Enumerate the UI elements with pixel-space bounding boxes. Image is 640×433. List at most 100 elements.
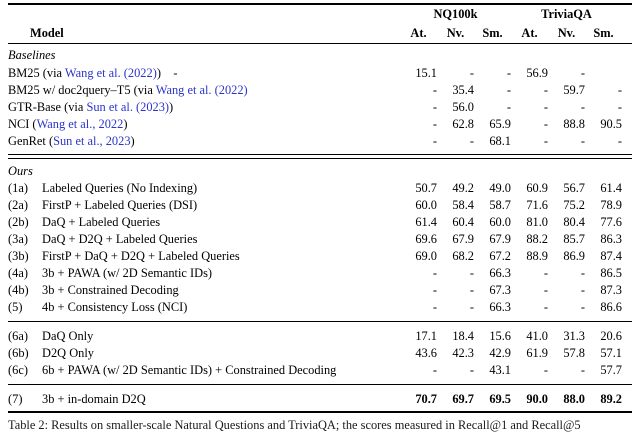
row-number: (6c) (8, 362, 28, 377)
metric-value: 57.7 (600, 362, 622, 377)
header-rule (8, 43, 632, 45)
model-label-text: ) (169, 100, 174, 115)
model-label: BM25 (via Wang et al. (2022)) - (8, 65, 400, 82)
metric-value: 60.4 (452, 214, 474, 229)
model-label: BM25 w/ doc2query–T5 (via Wang et al. (2… (8, 82, 400, 99)
metric-value: 20.6 (600, 328, 622, 343)
table-row: (5) 4b + Consistency Loss (NCI) - -66.3- -86… (8, 299, 632, 316)
citation-link[interactable]: Wang et al., 2022 (36, 117, 124, 132)
metric-value: 15.1 (415, 66, 437, 81)
table-row: (2b) DaQ + Labeled Queries 61.4 60.4 60.0 81.… (8, 214, 632, 231)
metric-value: 56.7 (563, 180, 585, 195)
metric-value: 85.7 (563, 231, 585, 246)
metric-column-headers: At. Nv. Sm. At. Nv. Sm. (400, 24, 622, 43)
row-number: (6a) (8, 328, 28, 343)
section-heading: Ours (8, 163, 632, 180)
metric-value: - (432, 282, 437, 297)
metric-value: 35.4 (452, 83, 474, 98)
metric-column-header: Nv. (446, 26, 465, 40)
model-column-header: Model (30, 26, 64, 40)
row-number: (6b) (8, 345, 29, 360)
table-row: (4b) 3b + Constrained Decoding - -67.3- -87.… (8, 282, 632, 299)
metric-value: 66.3 (489, 299, 511, 314)
paper-page: NQ100k TriviaQA Model At. Nv. Sm. At. Nv. Sm.… (0, 3, 640, 432)
metric-value: 57.8 (563, 345, 585, 360)
metric-value: - (506, 83, 511, 98)
metric-value: 58.7 (489, 197, 511, 212)
model-label-text: 4b + Consistency Loss (NCI) (42, 299, 188, 314)
table-row: (2a) FirstP + Labeled Queries (DSI) 60.0 58… (8, 197, 632, 214)
metric-value: 87.3 (600, 282, 622, 297)
metric-value: 87.4 (600, 248, 622, 263)
metric-value: 41.0 (526, 328, 548, 343)
metric-value: 86.3 (600, 231, 622, 246)
metric-value: 89.2 (600, 392, 622, 407)
table-row: (7) 3b + in-domain D2Q 70.7 69.7 69.5 90.0 88.… (8, 391, 632, 408)
table-row: BM25 w/ doc2query–T5 (via Wang et al. (2… (8, 82, 632, 99)
model-label-text: 3b + PAWA (w/ 2D Semantic IDs) (42, 265, 213, 280)
metric-value: - (617, 100, 622, 115)
section-rule (8, 411, 632, 414)
metric-value: - (543, 83, 548, 98)
metric-value: 88.2 (526, 231, 548, 246)
model-label-text: GenRet ( (8, 134, 54, 149)
model-label-text: BM25 w/ doc2query–T5 (via (8, 83, 156, 98)
metric-value: 69.7 (452, 392, 474, 407)
metric-value: 59.7 (563, 83, 585, 98)
model-label: NCI (Wang et al., 2022) (8, 116, 400, 133)
row-number: (7) (8, 392, 23, 407)
model-label: Labeled Queries (No Indexing) (42, 180, 400, 197)
metric-value: - (543, 362, 548, 377)
row-number: (3b) (8, 248, 29, 263)
row-number: (1a) (8, 180, 28, 195)
metric-value: 66.3 (489, 265, 511, 280)
metric-value: 58.4 (452, 197, 474, 212)
metric-value: 68.2 (452, 248, 474, 263)
metric-value: - (543, 299, 548, 314)
metric-column-header: At. (521, 26, 538, 40)
metric-value: 42.9 (489, 345, 511, 360)
table-row: (3b) FirstP + DaQ + D2Q + Labeled Queries… (8, 248, 632, 265)
model-label: 3b + in-domain D2Q (42, 391, 400, 408)
metric-value: 49.2 (452, 180, 474, 195)
row-number: (5) (8, 299, 23, 314)
metric-value: 77.6 (600, 214, 622, 229)
table-top-rule (8, 3, 632, 5)
model-label: 4b + Consistency Loss (NCI) (42, 299, 400, 316)
metric-value: - (580, 265, 585, 280)
model-label-text: GTR-Base (via (8, 100, 87, 115)
results-table: NQ100k TriviaQA Model At. Nv. Sm. At. Nv. Sm.… (8, 3, 632, 414)
model-label-text: NCI ( (8, 117, 37, 132)
metric-value: 86.6 (600, 299, 622, 314)
metric-value: 42.3 (452, 345, 474, 360)
metric-value: - (469, 299, 474, 314)
metric-value: - (432, 100, 437, 115)
metric-value: - (432, 299, 437, 314)
model-label: GTR-Base (via Sun et al. (2023)) (8, 99, 400, 116)
metric-column-header: Sm. (593, 26, 614, 40)
row-number: (2a) (8, 197, 28, 212)
metric-value: 17.1 (415, 328, 437, 343)
section-rule (8, 320, 632, 322)
table-row: NCI (Wang et al., 2022) -62.8 65.9-88.8 90.… (8, 116, 632, 133)
metric-value: - (432, 134, 437, 149)
metric-value: 80.4 (563, 214, 585, 229)
citation-link[interactable]: Sun et al., 2023 (53, 134, 131, 149)
row-number: (3a) (8, 231, 28, 246)
metric-value: 88.9 (526, 248, 548, 263)
model-label: FirstP + DaQ + D2Q + Labeled Queries (42, 248, 400, 265)
model-label-text: BM25 (via (8, 66, 65, 81)
metric-value: 86.9 (563, 248, 585, 263)
citation-link[interactable]: Sun et al. (2023) (86, 100, 170, 115)
citation-link[interactable]: Wang et al. (2022) (155, 83, 248, 98)
metric-value: 78.9 (600, 197, 622, 212)
metric-value: - (580, 299, 585, 314)
metric-value: - (506, 66, 511, 81)
model-label-text: DaQ Only (42, 328, 94, 343)
citation-link[interactable]: Wang et al. (2022) (64, 66, 157, 81)
section-rule (8, 383, 632, 386)
dataset-group-header-row: NQ100k TriviaQA (8, 5, 632, 24)
metric-value: 15.6 (489, 328, 511, 343)
table-row: BM25 (via Wang et al. (2022)) -15.1- -56.… (8, 65, 632, 82)
metric-value: - (580, 100, 585, 115)
